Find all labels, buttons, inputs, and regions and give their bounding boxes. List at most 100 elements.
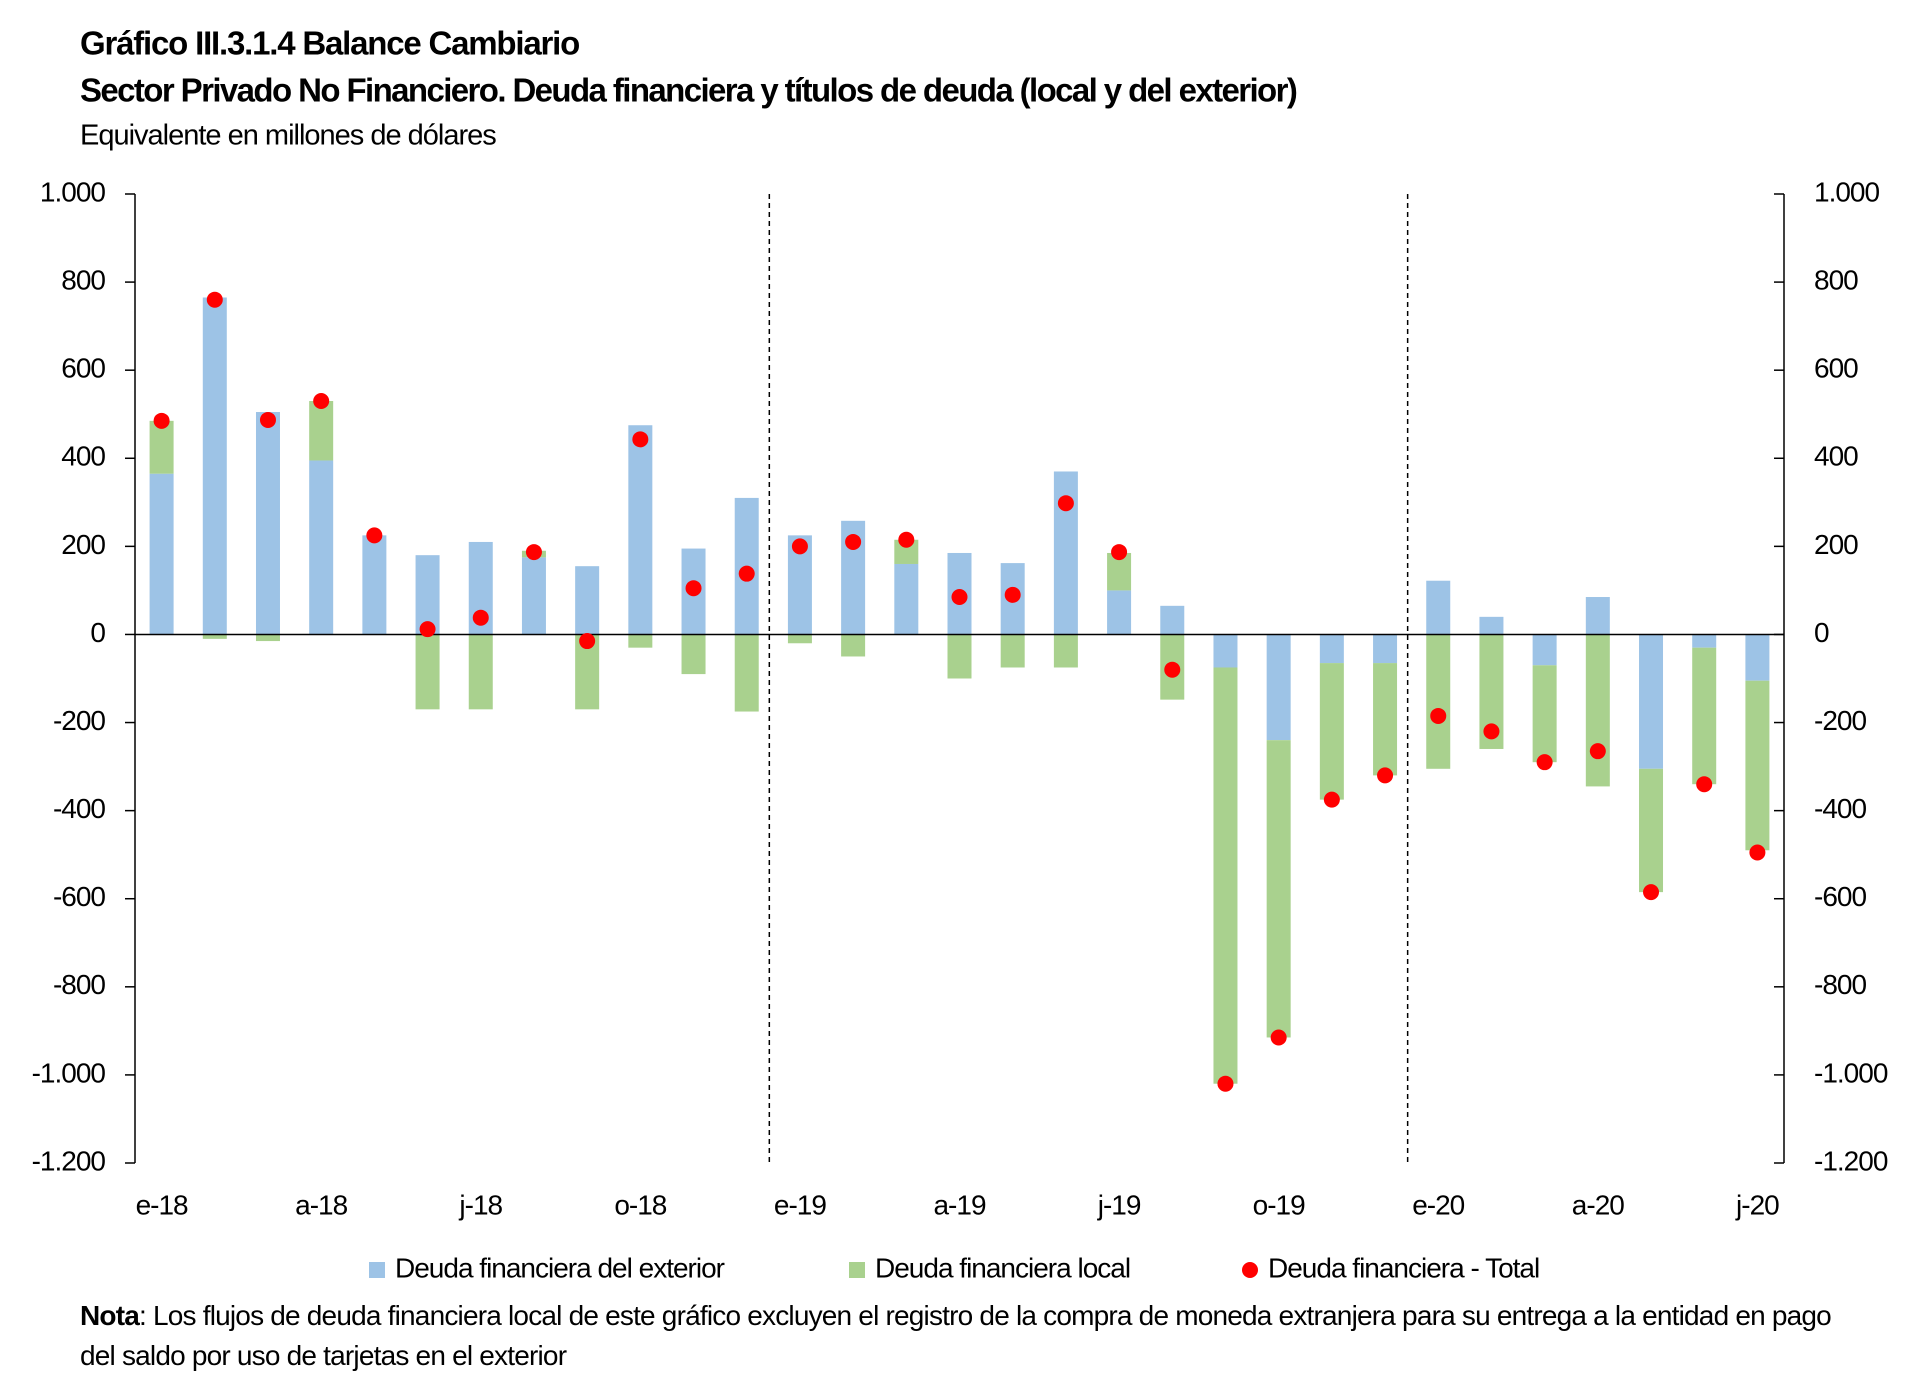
x-tick-label: j-18 bbox=[458, 1189, 502, 1220]
total-dot bbox=[259, 411, 276, 428]
total-dot bbox=[153, 412, 170, 429]
bar bbox=[1532, 665, 1557, 763]
bar bbox=[947, 634, 972, 679]
total-dot bbox=[206, 291, 223, 308]
bar bbox=[1692, 634, 1717, 648]
total-dot bbox=[1589, 743, 1606, 760]
y2-tick-label: -800 bbox=[1814, 969, 1866, 1000]
y2-tick-label: -600 bbox=[1814, 881, 1866, 912]
y2-tick-label: 400 bbox=[1814, 441, 1858, 472]
total-dot bbox=[685, 580, 702, 597]
bar bbox=[1160, 605, 1185, 635]
total-dot bbox=[738, 565, 755, 582]
total-dot bbox=[951, 589, 968, 606]
total-dot bbox=[1217, 1075, 1234, 1092]
y-tick-label: -600 bbox=[53, 881, 105, 912]
bar bbox=[149, 473, 174, 635]
bar bbox=[628, 425, 653, 635]
bar bbox=[1479, 616, 1504, 635]
bar bbox=[362, 535, 387, 635]
bar bbox=[149, 420, 174, 474]
x-tick-label: j-20 bbox=[1735, 1189, 1779, 1220]
bar bbox=[1532, 634, 1557, 666]
bar bbox=[787, 634, 812, 644]
total-dot bbox=[1643, 884, 1660, 901]
bar bbox=[309, 401, 334, 461]
total-dot bbox=[1377, 767, 1394, 784]
note: Nota: Los flujos de deuda financiera loc… bbox=[80, 1296, 1860, 1376]
total-dot bbox=[525, 544, 542, 561]
bar bbox=[734, 634, 759, 712]
bar bbox=[415, 634, 440, 710]
total-dot bbox=[632, 431, 649, 448]
legend-marker bbox=[849, 1262, 865, 1278]
total-dot bbox=[1164, 661, 1181, 678]
y-tick-label: -200 bbox=[53, 705, 105, 736]
total-dot bbox=[472, 609, 489, 626]
y2-tick-label: 0 bbox=[1814, 617, 1829, 648]
legend-marker bbox=[1242, 1262, 1258, 1278]
bar bbox=[1266, 634, 1291, 741]
total-dot bbox=[313, 393, 330, 410]
bar bbox=[309, 460, 334, 635]
x-tick-label: o-18 bbox=[614, 1189, 666, 1220]
bar bbox=[255, 412, 280, 635]
note-text: : Los flujos de deuda financiera local d… bbox=[80, 1300, 1832, 1371]
legend-label: Deuda financiera del exterior bbox=[395, 1252, 725, 1283]
y2-tick-label: -200 bbox=[1814, 705, 1866, 736]
bar bbox=[1426, 580, 1451, 635]
total-dot bbox=[1430, 707, 1447, 724]
bar bbox=[202, 297, 227, 635]
y-tick-label: -800 bbox=[53, 969, 105, 1000]
bar bbox=[1692, 647, 1717, 785]
legend-marker bbox=[369, 1262, 385, 1278]
bar bbox=[1053, 634, 1078, 668]
y-tick-label: -400 bbox=[53, 793, 105, 824]
chart: Gráfico III.3.1.4 Balance Cambiario Sect… bbox=[32, 25, 1889, 1284]
total-dot bbox=[1536, 754, 1553, 771]
bar bbox=[1745, 680, 1770, 851]
bar bbox=[1213, 634, 1238, 668]
y-tick-label: -1.200 bbox=[32, 1145, 106, 1176]
bar bbox=[1107, 590, 1132, 635]
total-dot bbox=[1749, 844, 1766, 861]
unit-label: Equivalente en millones de dólares bbox=[80, 120, 496, 152]
total-dot bbox=[1111, 544, 1128, 561]
bar bbox=[202, 634, 227, 639]
bar bbox=[1426, 634, 1451, 769]
total-dot bbox=[579, 633, 596, 650]
y-tick-label: 200 bbox=[61, 529, 105, 560]
bar bbox=[1639, 634, 1664, 769]
total-dot bbox=[419, 621, 436, 638]
bar bbox=[575, 566, 600, 635]
x-tick-label: e-18 bbox=[136, 1189, 188, 1220]
y-tick-label: 0 bbox=[90, 617, 105, 648]
total-dot bbox=[845, 533, 862, 550]
chart-title: Gráfico III.3.1.4 Balance Cambiario bbox=[80, 25, 579, 62]
y2-tick-label: -1.200 bbox=[1814, 1145, 1888, 1176]
bar bbox=[894, 563, 919, 635]
x-tick-label: a-19 bbox=[933, 1189, 985, 1220]
total-dot bbox=[366, 527, 383, 544]
y2-tick-label: 600 bbox=[1814, 353, 1858, 384]
total-dot bbox=[1483, 723, 1500, 740]
total-dot bbox=[1057, 495, 1074, 512]
y2-tick-label: -1.000 bbox=[1814, 1057, 1888, 1088]
y2-tick-label: 800 bbox=[1814, 264, 1858, 295]
bar bbox=[1639, 768, 1664, 893]
y-tick-label: -1.000 bbox=[32, 1057, 106, 1088]
bar bbox=[1000, 634, 1025, 668]
bar bbox=[841, 634, 866, 657]
bar bbox=[1266, 740, 1291, 1038]
bar bbox=[1745, 634, 1770, 681]
x-tick-label: o-19 bbox=[1253, 1189, 1305, 1220]
total-dot bbox=[898, 531, 915, 548]
x-tick-label: j-19 bbox=[1097, 1189, 1141, 1220]
chart-subtitle: Sector Privado No Financiero. Deuda fina… bbox=[80, 72, 1297, 109]
note-label: Nota bbox=[80, 1300, 140, 1331]
x-tick-label: e-20 bbox=[1412, 1189, 1464, 1220]
bar bbox=[1319, 663, 1344, 800]
y2-tick-label: 200 bbox=[1814, 529, 1858, 560]
x-tick-label: e-19 bbox=[774, 1189, 826, 1220]
